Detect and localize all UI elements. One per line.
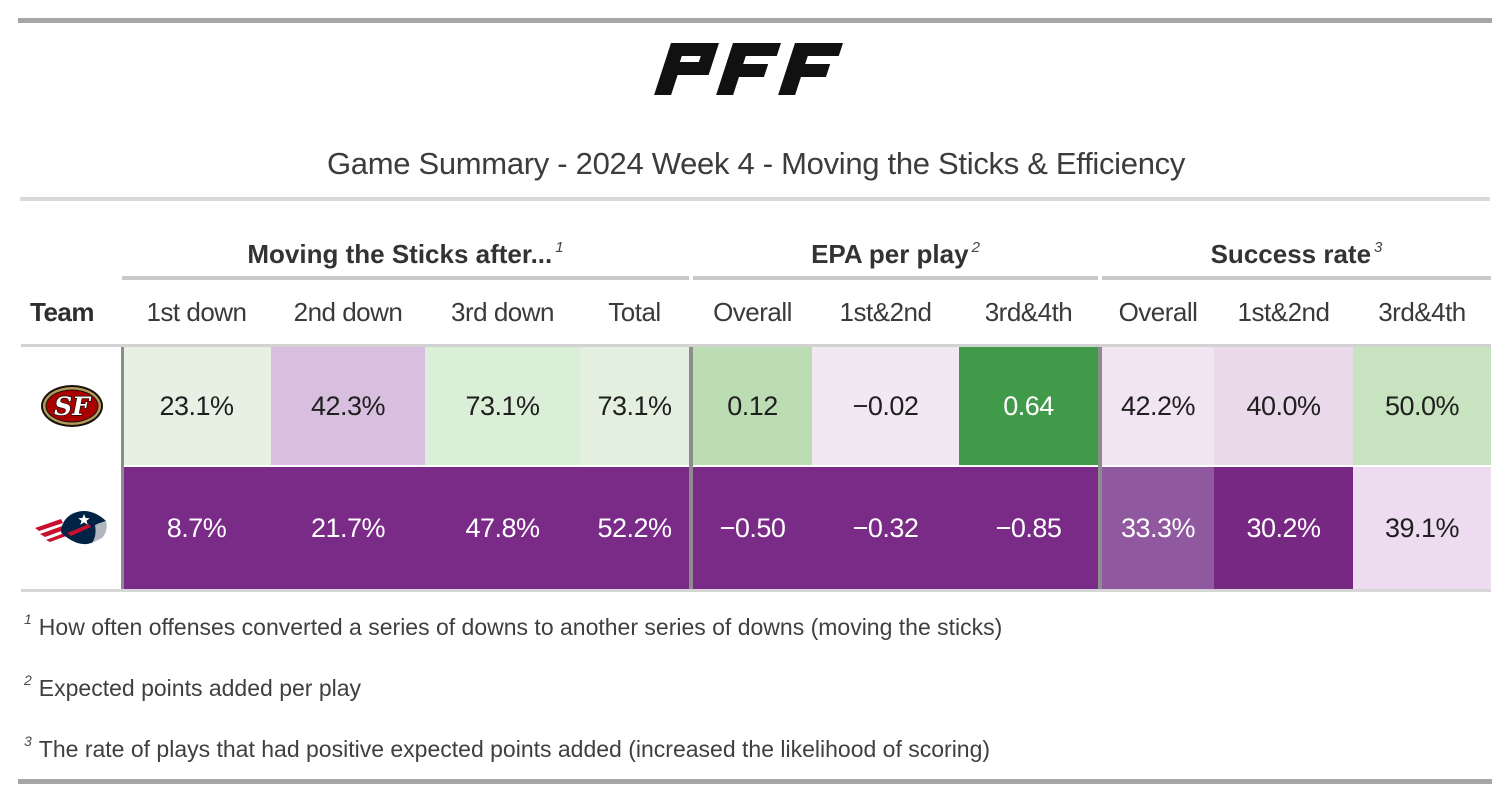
team-cell-49ers: SF: [21, 347, 122, 465]
footnote-3-marker: 3: [24, 733, 32, 749]
group-label: EPA per play: [811, 239, 969, 269]
column-header-total: Total: [608, 296, 661, 327]
pff-logo-icon: [654, 43, 843, 95]
group-label: Success rate: [1210, 239, 1372, 269]
footnote-1: 1 How often offenses converted a series o…: [24, 610, 1484, 647]
stat-cell: 47.8%: [425, 467, 580, 589]
patriots-logo-icon: [34, 511, 107, 545]
column-header-sr-overall: Overall: [1118, 296, 1198, 327]
footnote-3-text: The rate of plays that had positive expe…: [38, 736, 991, 762]
stat-cell: −0.02: [812, 347, 959, 465]
column-header-2nd-down: 2nd down: [293, 296, 403, 327]
column-header-sr-1st-2nd: 1st&2nd: [1237, 296, 1330, 327]
bottom-divider-bar: [18, 779, 1492, 784]
footnote-2: 2 Expected points added per play: [24, 671, 1484, 708]
pff-logo: [0, 42, 1512, 96]
footnote-ref-2: 2: [971, 239, 980, 256]
group-divider-1: [689, 347, 693, 589]
column-header-epa-1st-2nd: 1st&2nd: [839, 296, 932, 327]
stat-cell: 50.0%: [1353, 347, 1491, 465]
column-header-1st-down: 1st down: [146, 296, 247, 327]
footnote-2-marker: 2: [24, 672, 32, 688]
top-divider-bar: [18, 18, 1492, 23]
table-row-49ers: SF 23.1% 42.3% 73.1% 73.1% 0.12 −0.02 0.…: [21, 347, 1491, 465]
stat-cell: 0.64: [959, 347, 1098, 465]
group-header-epa-per-play: EPA per play 2: [693, 220, 1098, 280]
table-bottom-divider: [21, 589, 1491, 592]
stat-cell: 42.3%: [271, 347, 425, 465]
column-header-sr-3rd-4th: 3rd&4th: [1378, 296, 1466, 327]
stat-cell: 23.1%: [122, 347, 271, 465]
svg-text:SF: SF: [54, 392, 92, 421]
stat-cell: 73.1%: [425, 347, 580, 465]
footnote-ref-3: 3: [1374, 239, 1383, 256]
stat-cell: −0.85: [959, 467, 1098, 589]
header-body-divider: [21, 344, 1491, 347]
title-divider: [20, 197, 1490, 201]
page-title: Game Summary - 2024 Week 4 - Moving the …: [326, 146, 1186, 181]
team-cell-patriots: [21, 467, 122, 589]
49ers-logo-icon: SF: [40, 385, 103, 427]
stat-cell: 42.2%: [1102, 347, 1214, 465]
footnotes: 1 How often offenses converted a series o…: [24, 610, 1484, 793]
stat-cell: 8.7%: [122, 467, 271, 589]
group-label: Moving the Sticks after...: [247, 239, 553, 269]
group-header-row: Moving the Sticks after... 1 EPA per play…: [21, 220, 1491, 280]
footnote-1-text: How often offenses converted a series of…: [38, 614, 1003, 640]
summary-table: Moving the Sticks after... 1 EPA per play…: [21, 220, 1491, 592]
group-divider-2: [1098, 347, 1102, 589]
stat-cell: 52.2%: [580, 467, 689, 589]
stat-cell: 21.7%: [271, 467, 425, 589]
stat-cell: −0.32: [812, 467, 959, 589]
group-header-moving-the-sticks: Moving the Sticks after... 1: [122, 220, 689, 280]
footnote-3: 3 The rate of plays that had positive exp…: [24, 732, 1484, 769]
column-header-team: Team: [30, 296, 95, 327]
footnote-1-marker: 1: [24, 611, 32, 627]
stat-cell: 33.3%: [1102, 467, 1214, 589]
team-column-divider: [121, 347, 124, 589]
stat-cell: 39.1%: [1353, 467, 1491, 589]
stat-cell: 0.12: [693, 347, 812, 465]
footnote-ref-1: 1: [555, 239, 564, 256]
stat-cell: −0.50: [693, 467, 812, 589]
table-row-patriots: 8.7% 21.7% 47.8% 52.2% −0.50 −0.32 −0.85…: [21, 467, 1491, 589]
stat-cell: 40.0%: [1214, 347, 1353, 465]
column-header-3rd-down: 3rd down: [451, 296, 554, 327]
group-header-success-rate: Success rate 3: [1102, 220, 1491, 280]
column-header-epa-3rd-4th: 3rd&4th: [984, 296, 1073, 327]
table-body: SF 23.1% 42.3% 73.1% 73.1% 0.12 −0.02 0.…: [21, 347, 1491, 589]
column-header-epa-overall: Overall: [713, 296, 792, 327]
stat-cell: 30.2%: [1214, 467, 1353, 589]
column-header-row: Team 1st down 2nd down 3rd down Total Ov…: [21, 280, 1491, 344]
footnote-2-text: Expected points added per play: [38, 675, 362, 701]
stat-cell: 73.1%: [580, 347, 689, 465]
